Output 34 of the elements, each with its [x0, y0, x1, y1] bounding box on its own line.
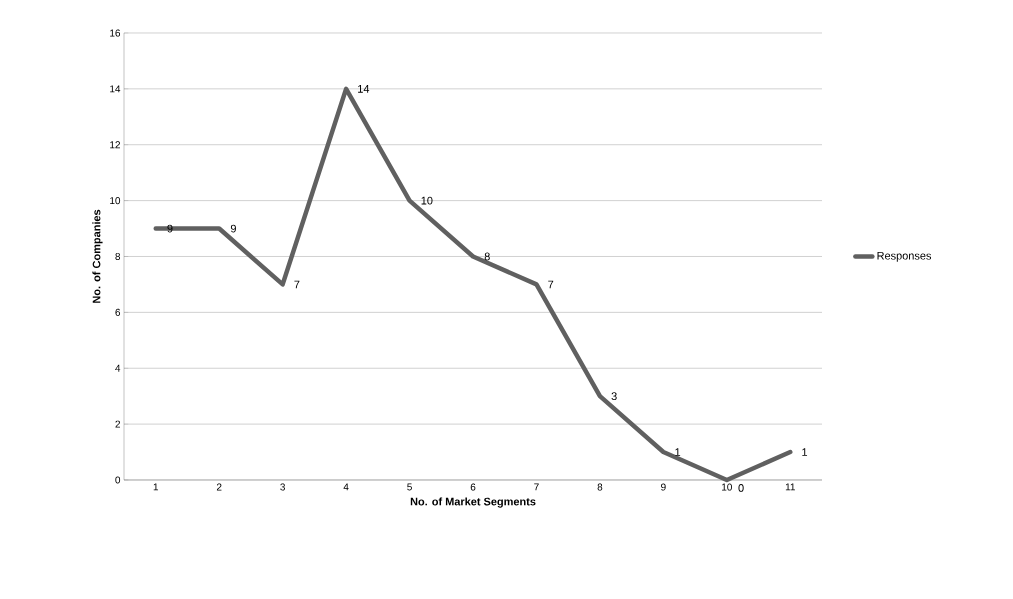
data-label: 1: [802, 448, 808, 456]
x-tick-label: 3: [280, 483, 285, 491]
y-tick-label: 2: [115, 420, 120, 428]
x-tick-label: 8: [597, 483, 603, 491]
x-tick-label: 10: [722, 483, 732, 491]
data-label: 10: [421, 196, 433, 205]
y-tick-label: 8: [115, 252, 121, 261]
y-axis-title: No. of Companies: [92, 209, 103, 303]
y-tick-label: 6: [115, 308, 121, 316]
x-tick-label: 7: [534, 483, 539, 491]
y-tick-label: 4: [115, 364, 121, 372]
x-tick-label: 6: [470, 483, 476, 491]
y-tick-label: 0: [115, 476, 121, 484]
data-label: 14: [358, 85, 370, 93]
data-label: 7: [548, 280, 554, 289]
data-label: 0: [738, 484, 744, 492]
y-tick-label: 14: [110, 85, 121, 93]
data-label: 3: [611, 392, 617, 401]
x-tick-label: 11: [785, 483, 795, 491]
x-tick-label: 1: [153, 483, 159, 491]
data-label: 1: [675, 448, 681, 456]
data-label: 7: [294, 280, 300, 289]
y-tick-label: 16: [110, 29, 121, 37]
legend-label: Responses: [877, 251, 932, 262]
y-tick-label: 12: [110, 141, 120, 149]
data-label: 8: [484, 252, 490, 261]
y-tick-label: 10: [110, 197, 121, 205]
x-tick-label: 9: [661, 483, 666, 491]
data-label: 9: [167, 224, 173, 233]
x-tick-label: 2: [216, 483, 222, 491]
x-axis-title: No. of Market Segments: [410, 497, 536, 508]
x-tick-label: 5: [407, 483, 412, 491]
data-label: 9: [230, 224, 236, 233]
x-tick-label: 4: [343, 483, 349, 491]
